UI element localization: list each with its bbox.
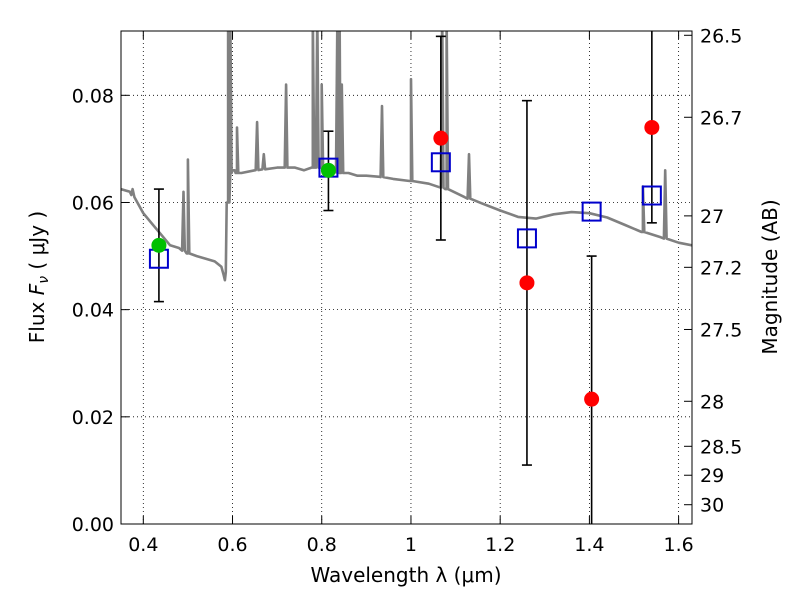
x-tick-label: 0.4: [128, 534, 158, 556]
y-axis-title: Flux Fν ( μJy ): [25, 211, 52, 343]
y-tick-label: 0.04: [72, 300, 114, 322]
right-tick-label: 27.2: [700, 257, 742, 279]
x-tick-label: 0.8: [307, 534, 337, 556]
model-spectrum-line: [121, 31, 692, 282]
right-axis-title: Magnitude (AB): [758, 199, 782, 354]
model-photometry-point: [581, 201, 602, 222]
right-tick-label: 30: [700, 495, 724, 517]
right-tick-label: 27.5: [700, 319, 742, 341]
model-photometry-point: [641, 185, 662, 206]
right-tick-label: 26.5: [700, 25, 742, 47]
right-tick-label: 29: [700, 465, 724, 487]
x-tick-label: 1.6: [664, 534, 694, 556]
axis-labels: 0.4 0.6 0.8 1 1.2 1.4 1.6 0.00 0.02 0.04 0.06 0.08 2…: [72, 25, 743, 556]
model-photometry-point: [430, 152, 451, 173]
observed-point: [151, 237, 167, 253]
x-tick-label: 1.4: [574, 534, 604, 556]
x-tick-label: 1.2: [485, 534, 515, 556]
observed-point: [320, 162, 336, 178]
right-tick-label: 27: [700, 206, 724, 228]
y-tick-label: 0.06: [72, 192, 114, 214]
observed-point: [519, 275, 535, 291]
axis-ticks: [121, 31, 692, 525]
y-tick-label: 0.08: [72, 85, 114, 107]
y-tick-label: 0.00: [72, 514, 114, 536]
observed-point: [433, 130, 449, 146]
plot-frame: [120, 30, 693, 525]
plot-area: [121, 31, 692, 524]
x-tick-label: 1: [405, 534, 417, 556]
model-photometry-point: [516, 228, 537, 249]
y-tick-label: 0.02: [72, 407, 114, 429]
x-axis-title: Wavelength λ (μm): [310, 563, 501, 587]
right-tick-label: 28.5: [700, 436, 742, 458]
observed-point: [584, 391, 600, 407]
right-tick-label: 28: [700, 391, 724, 413]
x-tick-label: 0.6: [217, 534, 247, 556]
observed-point: [644, 119, 660, 135]
right-tick-label: 26.7: [700, 107, 742, 129]
